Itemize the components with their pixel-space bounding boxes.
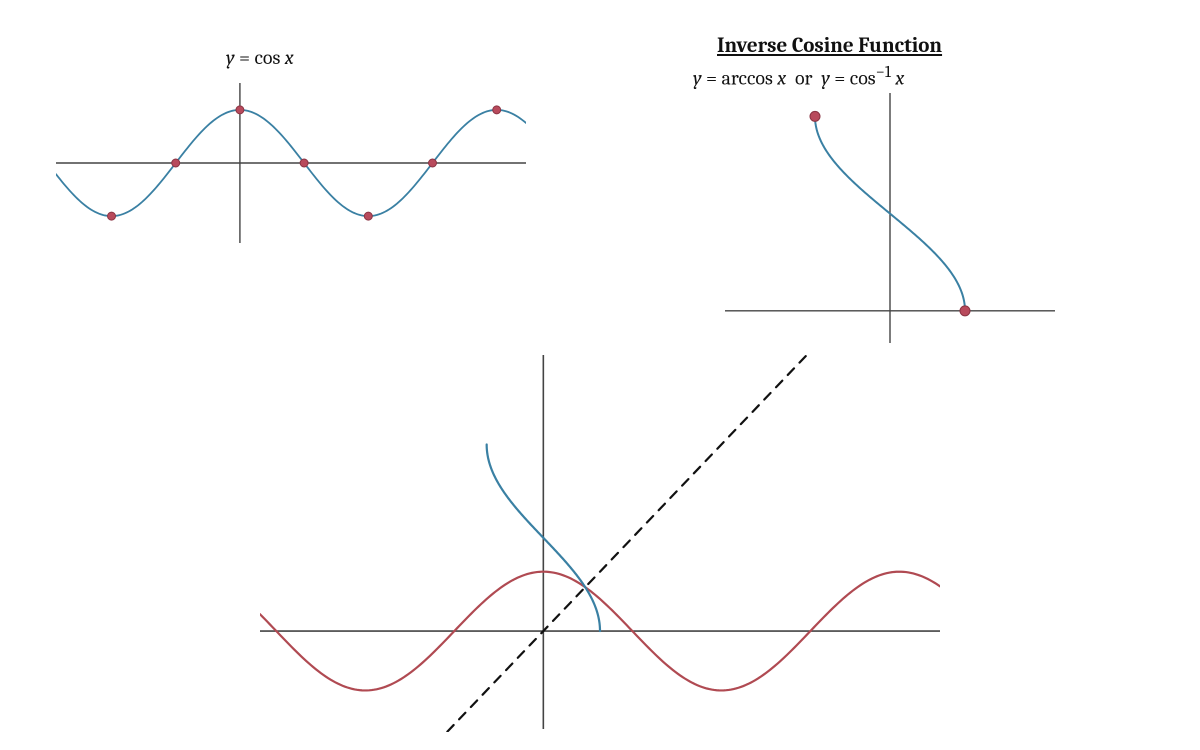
arccos-function-label: y = arccos x or y = cos−1 x: [693, 63, 904, 90]
arccos-plot: [725, 88, 1055, 348]
cosine-plot: [56, 78, 526, 248]
cos-function-label: y = cos x: [226, 46, 294, 69]
inverse-cosine-title: Inverse Cosine Function: [717, 34, 942, 58]
combined-plot: [260, 352, 940, 732]
